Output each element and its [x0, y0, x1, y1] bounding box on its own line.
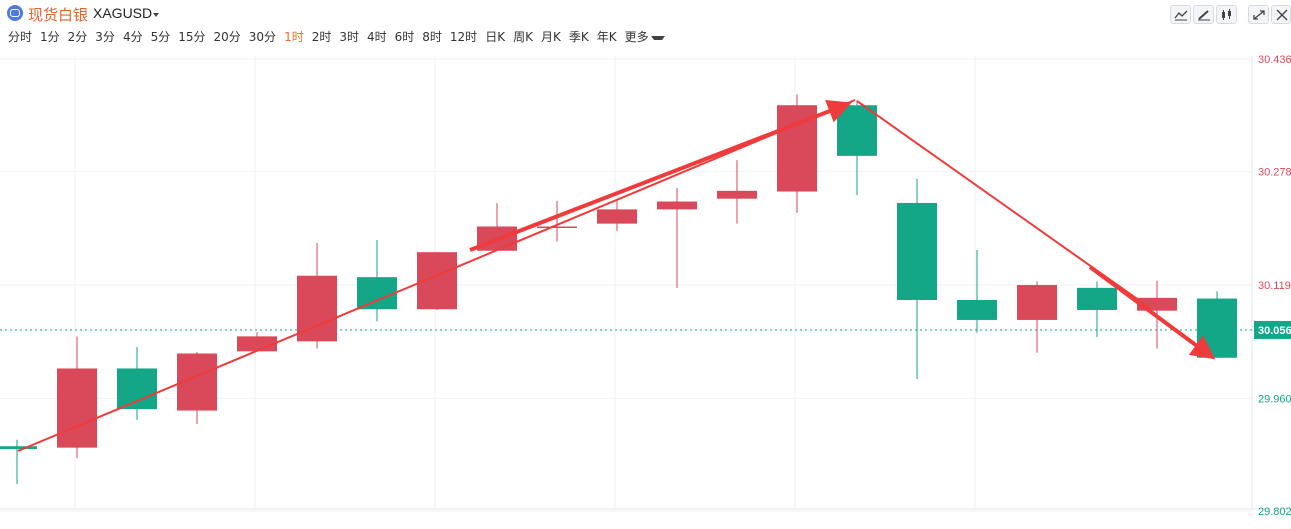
period-tab[interactable]: 5分	[150, 30, 171, 44]
period-tab[interactable]: 2分	[67, 30, 88, 44]
period-tab[interactable]: 4分	[122, 30, 143, 44]
draw-button[interactable]	[1193, 5, 1214, 24]
symbol-name[interactable]: 现货白银	[28, 6, 89, 24]
period-tab[interactable]: 2时	[311, 30, 332, 44]
candle-body	[0, 446, 37, 450]
silver-logo-icon	[7, 5, 23, 21]
draw-icon	[1198, 10, 1210, 21]
period-tab[interactable]: 日K	[485, 30, 506, 44]
trend-arrow-up	[469, 100, 852, 252]
current-price-label: 30.056	[1258, 325, 1291, 337]
candle-body	[837, 105, 877, 156]
trend-line-up-thin	[17, 99, 856, 452]
current-price-badge	[1254, 320, 1291, 339]
candle-body	[1017, 284, 1057, 320]
y-tick-label: 30.278	[1258, 167, 1291, 179]
candle-body	[1077, 287, 1117, 310]
fullscreen-button[interactable]	[1248, 5, 1269, 24]
period-tab[interactable]: 年K	[596, 30, 617, 44]
period-tab[interactable]: 季K	[568, 30, 589, 44]
trend-arrow-down	[1088, 265, 1216, 360]
period-tab[interactable]: 6时	[394, 30, 415, 44]
period-tab[interactable]: 12时	[449, 30, 478, 44]
candle-body	[357, 277, 397, 310]
more-dropdown-icon	[650, 35, 665, 40]
period-tab[interactable]: 30分	[248, 30, 277, 44]
period-tab[interactable]: 20分	[213, 30, 241, 44]
candle-body	[537, 226, 577, 228]
period-tab[interactable]: 月K	[540, 30, 561, 44]
candle-body	[657, 201, 697, 210]
period-tab[interactable]: 4时	[366, 30, 387, 44]
period-tab[interactable]: 3分	[95, 30, 115, 44]
candle-body	[117, 368, 157, 410]
y-tick-label: 30.119	[1258, 280, 1291, 292]
period-tab[interactable]: 8时	[422, 30, 442, 44]
period-tab[interactable]: 1分	[40, 30, 60, 44]
period-tab[interactable]: 1时	[284, 30, 304, 44]
period-tab[interactable]: 分时	[8, 30, 33, 44]
period-more-button[interactable]: 更多	[621, 28, 669, 46]
symbol-dropdown-icon[interactable]	[153, 13, 159, 17]
candle-body	[897, 202, 937, 300]
symbol-code[interactable]: XAGUSD	[93, 5, 153, 21]
candle-body	[717, 190, 757, 199]
close-icon	[1276, 9, 1288, 21]
period-tab[interactable]: 15分	[178, 30, 206, 44]
period-tabs: 分时 1分 2分 3分 4分 5分 15分 20分 30分 1时 2时 3时 4时 6时 8时 12时 日K 周K…	[4, 28, 669, 46]
candle-style-button[interactable]	[1216, 5, 1237, 24]
indicator-icon	[1174, 10, 1188, 21]
expand-icon	[1253, 10, 1265, 20]
candle-body	[57, 368, 97, 448]
y-tick-label: 29.802	[1258, 506, 1291, 518]
indicator-button[interactable]	[1170, 5, 1191, 24]
y-tick-label: 30.436	[1258, 54, 1291, 66]
candle-style-icon	[1222, 9, 1231, 20]
y-tick-label: 29.960	[1258, 393, 1291, 405]
period-tab[interactable]: 3时	[339, 30, 359, 44]
chart-header: 现货白银 XAGUSD	[0, 0, 1291, 26]
period-tab[interactable]: 周K	[513, 30, 533, 44]
candle-body	[597, 209, 637, 224]
candle-body	[957, 299, 997, 320]
period-more-label: 更多	[624, 30, 649, 44]
